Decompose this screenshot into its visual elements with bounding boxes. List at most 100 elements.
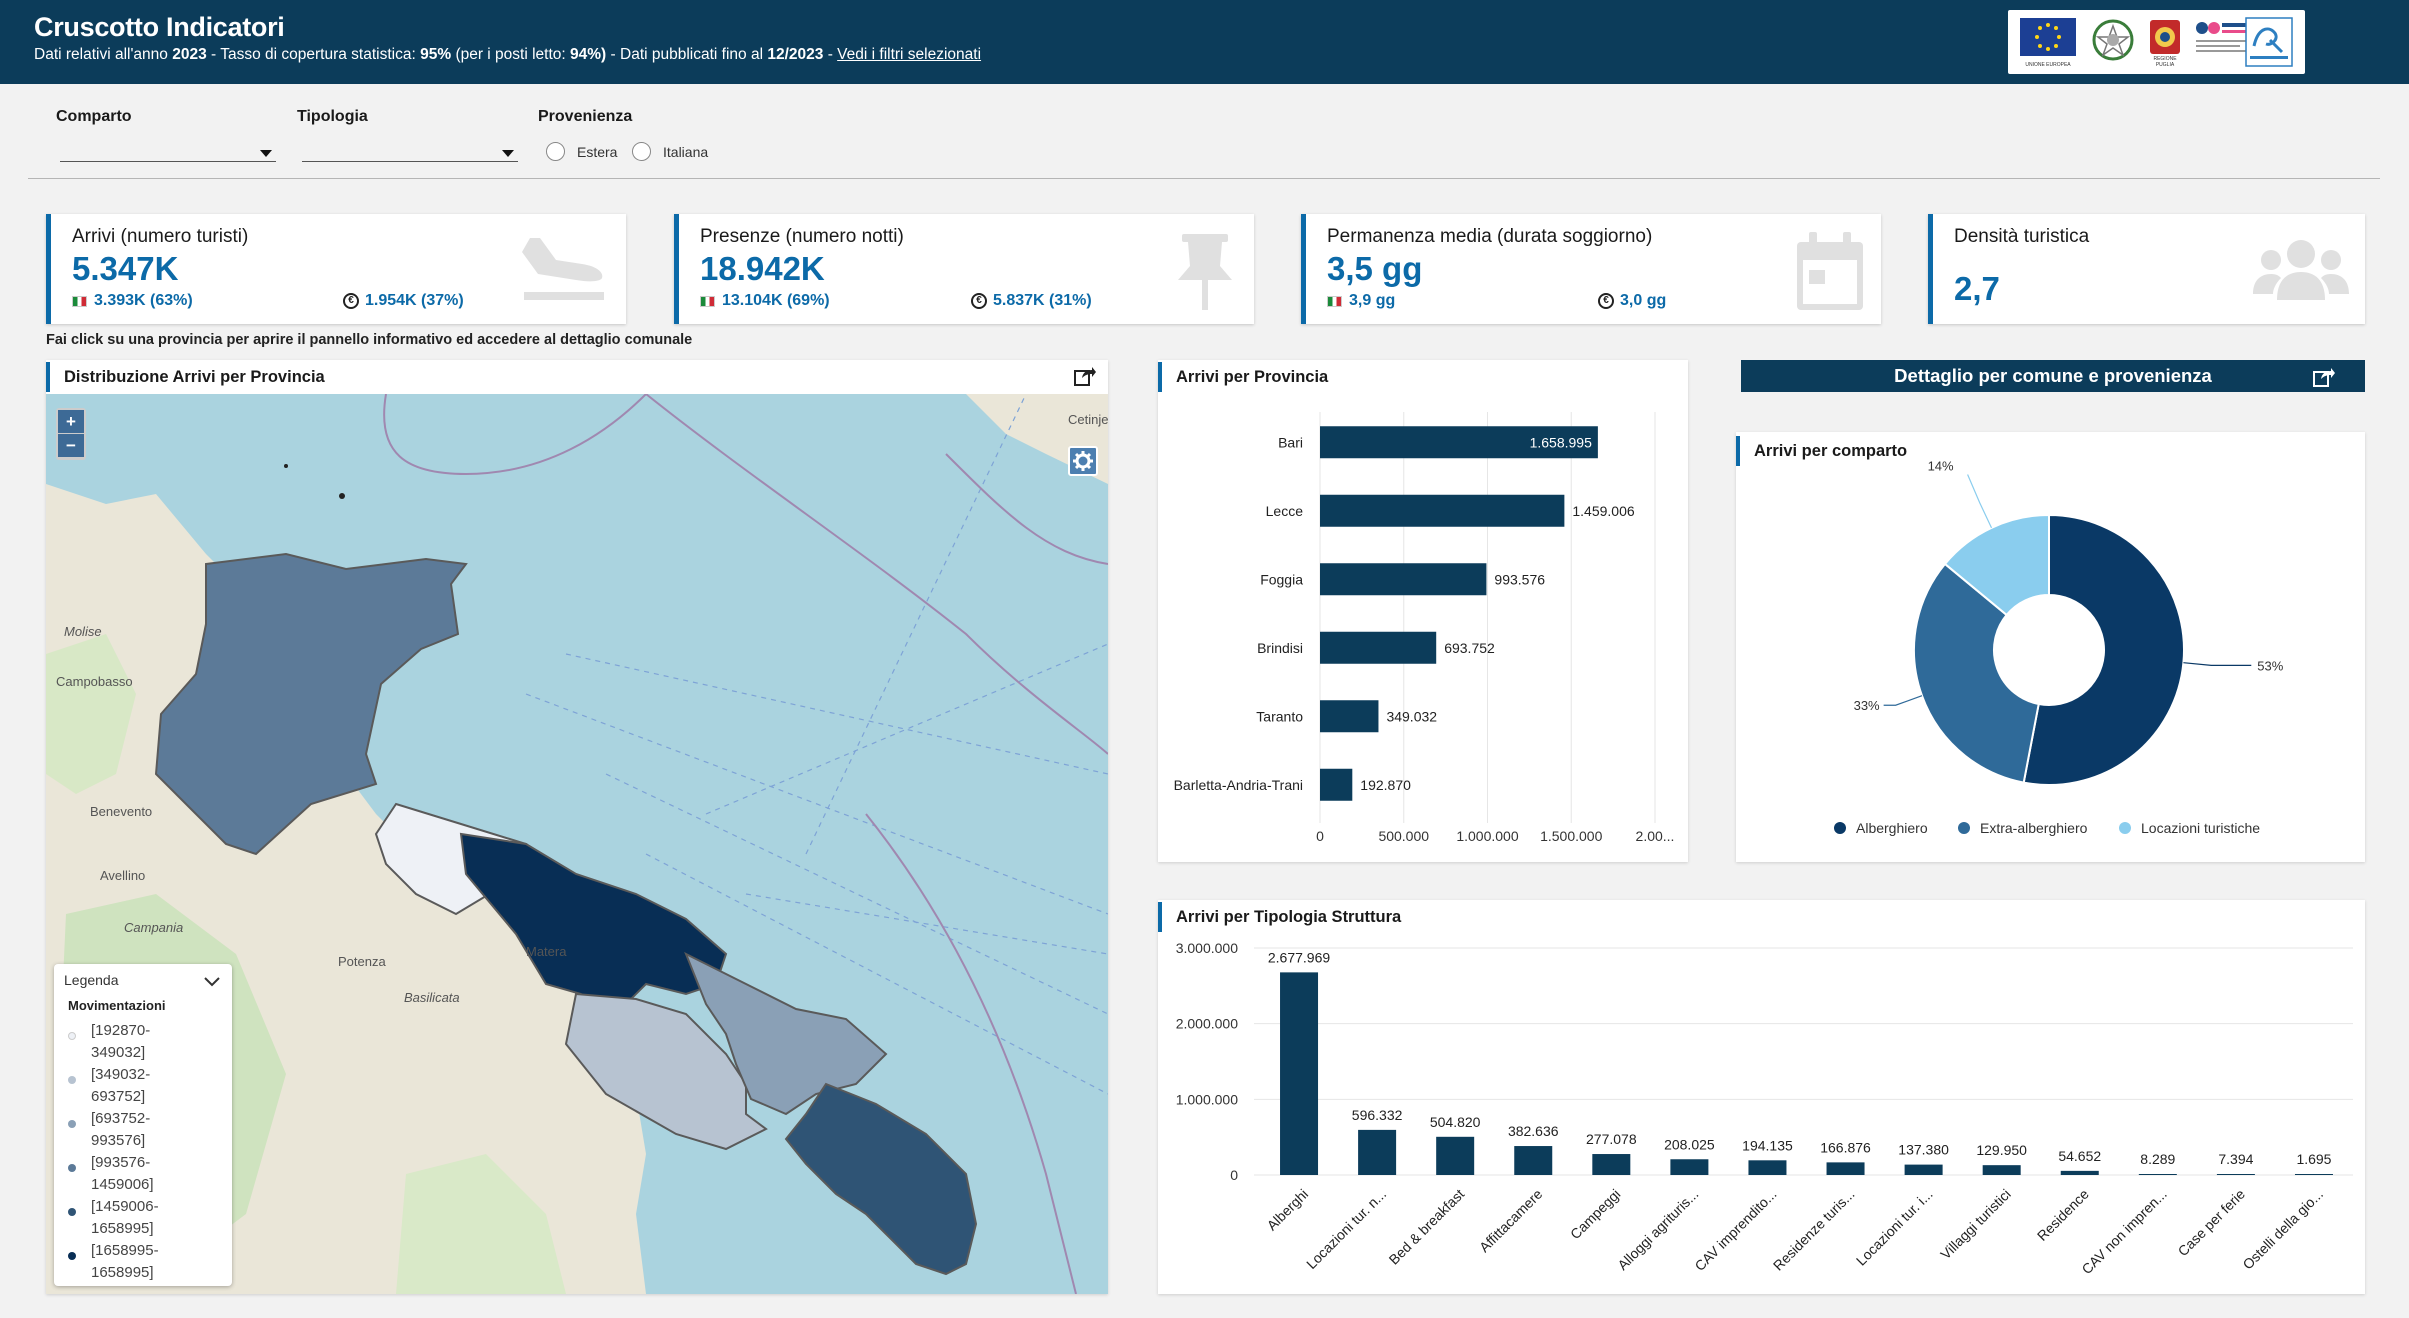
legend-dot — [1958, 822, 1970, 834]
category-label: Bari — [1278, 434, 1303, 450]
pie-slice[interactable] — [1943, 513, 2050, 617]
radio-circle[interactable] — [546, 142, 565, 161]
bar-value-label: 504.820 — [1430, 1114, 1481, 1130]
bar[interactable] — [2060, 1170, 2099, 1175]
x-tick-label: 0 — [1316, 828, 1324, 844]
bar[interactable] — [2216, 1174, 2255, 1175]
bar[interactable] — [1358, 1129, 1397, 1175]
category-label: Taranto — [1256, 708, 1303, 724]
globe-icon: € — [343, 293, 359, 309]
category-label: Barletta-Andria-Trani — [1174, 777, 1303, 793]
bar[interactable] — [1826, 1162, 1865, 1175]
kpi-permanenza: Permanenza media (durata soggiorno) 3,5 … — [1301, 214, 1881, 324]
legend-label: [693752-993576] — [91, 1110, 151, 1149]
legend-item[interactable]: Locazioni turistiche — [2119, 820, 2260, 836]
tipologia-chart: 0 1.000.000 2.000.000 3.000.000 2.677.969 Alb… — [1176, 940, 2353, 1277]
por-puglia-logo — [2194, 18, 2252, 66]
radio-italiana[interactable]: Italiana — [632, 142, 708, 161]
kpi-value: 3,5 gg — [1327, 250, 1423, 287]
bar[interactable] — [1670, 1159, 1709, 1175]
zoom-control: + − — [56, 408, 86, 460]
radio-estera-label: Estera — [577, 143, 618, 160]
bar-value-label: 137.380 — [1898, 1142, 1949, 1158]
sea-routes — [525, 394, 1108, 1095]
dettaglio-button-label: Dettaglio per comune e provenienza — [1894, 365, 2212, 386]
bar[interactable] — [1320, 426, 1598, 459]
category-label: Lecce — [1266, 503, 1304, 519]
italy-emblem-logo — [2092, 18, 2134, 66]
chevron-down-icon[interactable] — [204, 974, 220, 992]
bar[interactable] — [1904, 1164, 1943, 1175]
bar[interactable] — [2138, 1174, 2177, 1175]
pie-slice[interactable] — [2022, 513, 2185, 786]
province-taranto[interactable] — [564, 992, 768, 1151]
bar[interactable] — [1514, 1146, 1553, 1175]
tipologia-select[interactable] — [302, 136, 518, 162]
kpi-arrivi: Arrivi (numero turisti) 5.347K 3.393K (6… — [46, 214, 626, 324]
bar[interactable] — [1320, 494, 1565, 527]
filters-link[interactable]: Vedi i filtri selezionati — [837, 46, 982, 63]
slice-label: 53% — [2257, 658, 2283, 673]
bar[interactable] — [1748, 1160, 1787, 1175]
category-label: Affittacamere — [1476, 1186, 1546, 1256]
bar[interactable] — [1436, 1136, 1475, 1175]
kpi-label: Presenze (numero notti) — [700, 226, 904, 247]
y-tick-label: 2.000.000 — [1176, 1016, 1238, 1032]
legend-item[interactable]: Alberghiero — [1834, 820, 1928, 836]
zoom-out-button[interactable]: − — [58, 434, 84, 458]
bar-value-label: 8.289 — [2140, 1151, 2175, 1167]
map-title: Distribuzione Arrivi per Provincia — [46, 362, 325, 392]
kpi-label: Densità turistica — [1954, 226, 2090, 247]
province-lecce[interactable] — [784, 1082, 978, 1276]
category-label: Residenze turis... — [1770, 1186, 1858, 1274]
pie-slice[interactable] — [1913, 562, 2040, 784]
kpi-italian: 3.393K (63%) — [72, 292, 193, 310]
comparto-chart: 53% 33% 14% — [1854, 459, 2284, 786]
bar[interactable] — [1320, 563, 1487, 596]
category-label: Campeggi — [1567, 1186, 1623, 1242]
logos-strip: UNIONE EUROPEA REGIONE PUGLIA — [2008, 10, 2305, 74]
bar-value-label: 596.332 — [1352, 1107, 1403, 1123]
slice-label: 33% — [1854, 698, 1880, 713]
gear-icon[interactable] — [1068, 446, 1098, 476]
zoom-in-button[interactable]: + — [58, 410, 84, 434]
bar[interactable] — [1592, 1154, 1631, 1175]
bar[interactable] — [1320, 700, 1379, 733]
bar-value-label: 208.025 — [1664, 1136, 1715, 1152]
map-label: Campobasso — [56, 674, 133, 689]
bar[interactable] — [1280, 972, 1319, 1175]
province-foggia[interactable] — [154, 552, 468, 856]
globe-icon: € — [971, 293, 987, 309]
provincia-chart: 0 500.000 1.000.000 1.500.000 2.00... Bari 1.6… — [1174, 412, 1674, 844]
legend-item: [693752-993576] — [68, 1108, 171, 1152]
regione-puglia-logo: REGIONE PUGLIA — [2144, 18, 2186, 68]
y-tick-label: 1.000.000 — [1176, 1091, 1238, 1107]
x-tick-label: 1.500.000 — [1540, 828, 1602, 844]
bar-value-label: 129.950 — [1976, 1142, 2027, 1158]
radio-estera[interactable]: Estera — [546, 142, 617, 161]
bar-value-label: 192.870 — [1360, 777, 1411, 793]
bar-value-label: 993.576 — [1494, 571, 1545, 587]
dettaglio-button[interactable]: Dettaglio per comune e provenienza — [1741, 360, 2365, 392]
bar[interactable] — [1320, 631, 1437, 664]
bar-value-label: 194.135 — [1742, 1137, 1793, 1153]
category-label: Locazioni tur. n... — [1303, 1186, 1389, 1272]
map-canvas[interactable]: Molise Campobasso Benevento Avellino Cam… — [46, 394, 1108, 1294]
kpi-italian: 13.104K (69%) — [700, 292, 830, 310]
comparto-select[interactable] — [60, 136, 276, 162]
tipologia-chart-title: Arrivi per Tipologia Struttura — [1158, 902, 1401, 932]
italy-flag-icon — [72, 295, 87, 307]
radio-circle[interactable] — [632, 142, 651, 161]
map-label: Matera — [526, 944, 567, 959]
kpi-densita: Densità turistica 2,7 — [1928, 214, 2365, 324]
italy-flag-icon — [1327, 295, 1342, 307]
legend-item[interactable]: Extra-alberghiero — [1958, 820, 2087, 836]
province-brindisi[interactable] — [684, 951, 888, 1116]
plane-arrival-icon — [516, 230, 612, 319]
bar[interactable] — [1982, 1165, 2021, 1175]
bar[interactable] — [1320, 768, 1353, 801]
share-icon[interactable] — [1074, 366, 1096, 386]
bar[interactable] — [2294, 1174, 2333, 1175]
legend-swatch — [68, 1252, 76, 1260]
legend-label: [1658995-1658995] — [91, 1242, 159, 1281]
